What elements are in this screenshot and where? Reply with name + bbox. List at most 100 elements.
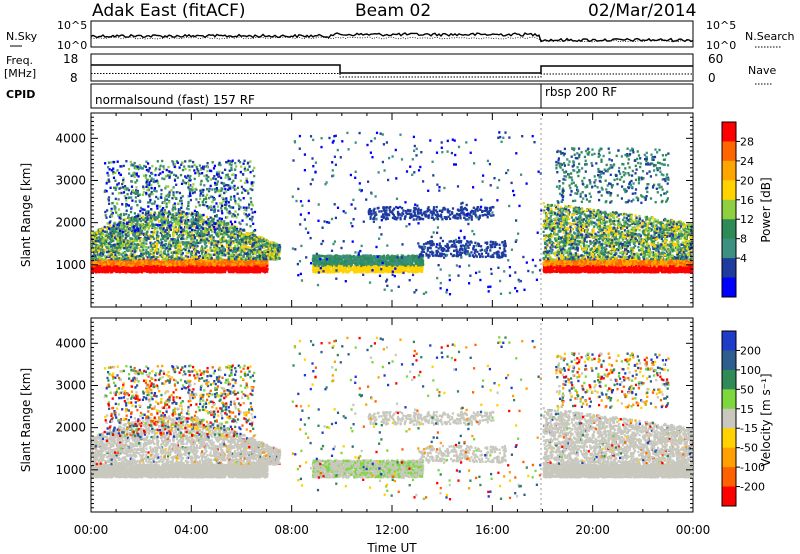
power-cell bbox=[107, 268, 109, 270]
power-cell bbox=[234, 247, 236, 249]
power-cell bbox=[113, 266, 115, 268]
power-cell bbox=[235, 253, 237, 255]
date-title: 02/Mar/2014 bbox=[588, 1, 696, 21]
power-cell bbox=[229, 226, 231, 228]
power-cell bbox=[223, 259, 225, 261]
power-cell bbox=[239, 263, 241, 265]
power-cell bbox=[182, 211, 184, 213]
power-cell bbox=[155, 268, 157, 270]
power-cell bbox=[243, 258, 245, 260]
power-cell bbox=[206, 238, 208, 240]
power-cell bbox=[107, 271, 109, 273]
power-cell bbox=[223, 234, 225, 236]
power-cell bbox=[158, 268, 160, 270]
power-cell bbox=[139, 224, 141, 226]
power-cell bbox=[142, 219, 144, 221]
power-cell bbox=[142, 244, 144, 246]
power-cell bbox=[136, 235, 138, 237]
power-cell bbox=[200, 239, 202, 241]
power-cell bbox=[113, 250, 115, 252]
power-cell bbox=[185, 233, 187, 235]
power-cell bbox=[165, 212, 167, 214]
power-cell bbox=[148, 262, 150, 264]
power-cell bbox=[216, 251, 218, 253]
power-cell bbox=[248, 271, 250, 273]
power-cell bbox=[101, 270, 103, 272]
power-cell bbox=[193, 225, 195, 227]
power-cell bbox=[265, 249, 267, 251]
power-cell bbox=[180, 238, 182, 240]
freq-panel: 18 8 60 0 bbox=[63, 52, 723, 85]
power-cell bbox=[126, 247, 128, 249]
power-cell bbox=[160, 250, 162, 252]
power-cell bbox=[143, 253, 145, 255]
power-cell bbox=[97, 240, 99, 242]
power-cell bbox=[145, 251, 147, 253]
power-cell bbox=[198, 265, 200, 267]
power-cell bbox=[136, 244, 138, 246]
power-cell bbox=[92, 236, 94, 238]
power-cell bbox=[217, 235, 219, 237]
power-cell bbox=[150, 271, 152, 273]
power-cell bbox=[193, 241, 195, 243]
power-cell bbox=[113, 262, 115, 264]
power-cell bbox=[113, 269, 115, 271]
power-cell bbox=[99, 229, 101, 231]
power-cell bbox=[215, 247, 217, 249]
power-cell bbox=[199, 214, 201, 216]
power-cell bbox=[99, 242, 101, 244]
power-cell bbox=[241, 235, 243, 237]
power-cell bbox=[113, 256, 115, 258]
power-cell bbox=[247, 246, 249, 248]
power-cell bbox=[248, 241, 250, 243]
power-cell bbox=[166, 247, 168, 249]
power-cell bbox=[114, 231, 116, 233]
power-cell bbox=[182, 261, 184, 263]
power-cell bbox=[214, 251, 216, 253]
power-cell bbox=[189, 231, 191, 233]
power-cell bbox=[251, 245, 253, 247]
power-cell bbox=[202, 266, 204, 268]
power-cell bbox=[168, 231, 170, 233]
power-cell bbox=[221, 258, 223, 260]
power-cell bbox=[110, 271, 112, 273]
power-cell bbox=[225, 227, 227, 229]
freq-left-tick-bottom: 8 bbox=[70, 71, 78, 85]
power-cell bbox=[162, 258, 164, 260]
beam-title: Beam 02 bbox=[355, 1, 431, 21]
power-cell bbox=[203, 262, 205, 264]
power-cell bbox=[177, 245, 179, 247]
power-cell bbox=[139, 267, 141, 269]
power-cell bbox=[179, 257, 181, 259]
power-cell bbox=[210, 246, 212, 248]
power-cell bbox=[275, 257, 277, 259]
power-cell bbox=[169, 248, 171, 250]
power-cell bbox=[235, 267, 237, 269]
power-cell bbox=[211, 257, 213, 259]
power-cell bbox=[108, 236, 110, 238]
power-cell bbox=[143, 233, 145, 235]
power-cell bbox=[185, 267, 187, 269]
power-cell bbox=[232, 240, 234, 242]
power-cell bbox=[117, 243, 119, 245]
power-cell bbox=[273, 253, 275, 255]
power-cell bbox=[114, 254, 116, 256]
power-cell bbox=[184, 271, 186, 273]
power-cell bbox=[138, 237, 140, 239]
power-cell bbox=[223, 264, 225, 266]
power-cell bbox=[186, 252, 188, 254]
power-cell bbox=[222, 248, 224, 250]
power-cell bbox=[105, 246, 107, 248]
power-cell bbox=[206, 249, 208, 251]
power-cell bbox=[117, 237, 119, 239]
power-cell bbox=[100, 236, 102, 238]
power-cell bbox=[145, 234, 147, 236]
power-cell bbox=[215, 270, 217, 272]
power-cell bbox=[195, 253, 197, 255]
power-cell bbox=[195, 245, 197, 247]
power-cell bbox=[276, 253, 278, 255]
power-cell bbox=[231, 236, 233, 238]
power-cell bbox=[169, 269, 171, 271]
power-cell bbox=[120, 245, 122, 247]
power-cell bbox=[256, 269, 258, 271]
